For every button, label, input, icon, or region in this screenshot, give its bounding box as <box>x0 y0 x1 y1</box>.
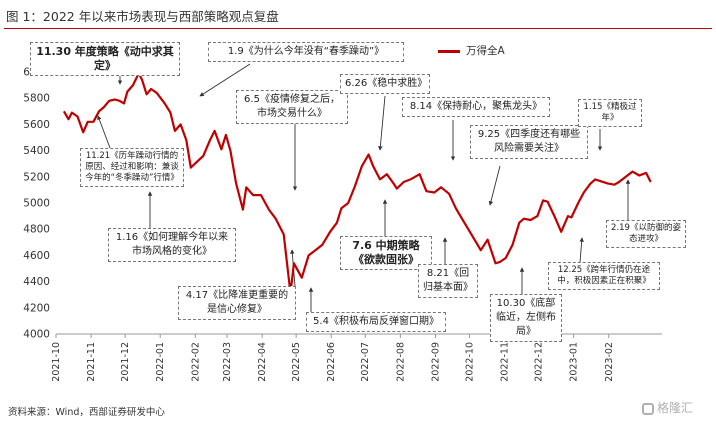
annotation-0116: 1.16《如何理解今年以来市场风格的变化》 <box>108 228 236 262</box>
annotation-0504: 5.4《积极布局反弹窗口期》 <box>306 312 446 332</box>
annotation-0706: 7.6 中期策略《欲款固张》 <box>340 236 432 270</box>
y-tick-label: 5400 <box>23 145 50 157</box>
y-tick-label: 4000 <box>23 329 50 341</box>
annotation-arrow <box>579 237 584 263</box>
annotation-connectors <box>97 63 631 312</box>
annotation-0925: 9.25《四季度还有哪些风险需要关注》 <box>470 125 588 159</box>
annotation-0109: 1.9《为什么今年没有“春季躁动”》 <box>208 42 404 62</box>
x-tick-label: 2022-05 <box>291 342 302 382</box>
watermark-icon <box>642 402 654 415</box>
x-tick-label: 2022-03 <box>222 342 233 382</box>
x-tick-label: 2022-11 <box>500 342 511 382</box>
annotation-0605: 6.5《疫情修复之后，市场交易什么》 <box>236 90 348 124</box>
x-tick-label: 2023-01 <box>569 342 580 382</box>
x-tick-label: 2022-06 <box>326 342 337 382</box>
x-tick-label: 2022-04 <box>257 342 268 382</box>
x-tick-label: 2022-07 <box>360 342 371 382</box>
x-tick-label: 2022-08 <box>395 342 406 382</box>
annotation-arrow <box>488 165 501 206</box>
x-tick-label: 2022-09 <box>430 342 441 382</box>
y-tick-label: 4800 <box>23 224 50 236</box>
annotation-arrow <box>378 95 386 151</box>
annotation-1225: 12.25《跨年行情仍在途中，积极因素正在积聚》 <box>548 262 660 290</box>
y-tick-label: 5200 <box>23 171 50 183</box>
y-tick-label: 5000 <box>23 198 50 210</box>
y-tick-label: 4400 <box>23 276 50 288</box>
x-tick-label: 2022-10 <box>464 342 475 382</box>
x-tick-label: 2021-10 <box>51 342 62 382</box>
annotation-1130: 11.30 年度策略《动中求其定》 <box>30 42 180 76</box>
title-rule <box>4 28 712 29</box>
y-tick-label: 4600 <box>23 250 50 262</box>
watermark: 格隆汇 <box>642 399 693 416</box>
x-tick-label: 2021-12 <box>120 342 131 382</box>
annotation-0417: 4.17《比降准更重要的是信心修复》 <box>178 286 296 320</box>
annotation-0115: 1.15《精极过年》 <box>578 99 642 127</box>
legend: 万得全A <box>438 43 505 58</box>
watermark-text: 格隆汇 <box>657 401 694 415</box>
annotation-0814: 8.14《保持耐心，聚焦龙头》 <box>402 97 550 117</box>
chart-axes: 4000 4200 4400 4600 4800 5000 5200 5400 5600 5800… <box>23 67 662 382</box>
x-tick-label: 2021-11 <box>86 342 97 382</box>
annotation-arrow <box>199 63 251 97</box>
x-tick-label: 2022-02 <box>190 342 201 382</box>
annotation-0821: 8.21《回归基本面》 <box>418 264 478 298</box>
figure-title: 图 1：2022 年以来市场表现与西部策略观点复盘 <box>6 9 279 24</box>
annotation-arrow <box>97 115 111 149</box>
x-tick-label: 2023-02 <box>604 342 615 382</box>
annotation-1030: 10.30《底部临近，左侧布局》 <box>490 294 562 342</box>
x-tick-label: 2022-01 <box>155 342 166 382</box>
annotation-0626: 6.26《稳中求胜》 <box>340 74 430 94</box>
annotation-0219: 2.19《以防御的姿态进攻》 <box>606 220 686 248</box>
legend-swatch <box>438 49 460 53</box>
y-tick-label: 5800 <box>23 93 50 105</box>
source-note: 资料来源：Wind，西部证券研发中心 <box>8 407 165 418</box>
y-tick-label: 5600 <box>23 119 50 131</box>
legend-label: 万得全A <box>466 45 505 57</box>
series-line-wande-all-a <box>62 72 652 295</box>
y-tick-label: 4200 <box>23 302 50 314</box>
annotation-1121: 11.21《历年躁动行情的原因、经过和影响：兼谈今年的“冬季躁动”行情》 <box>80 148 184 187</box>
x-tick-label: 2022-12 <box>534 342 545 382</box>
